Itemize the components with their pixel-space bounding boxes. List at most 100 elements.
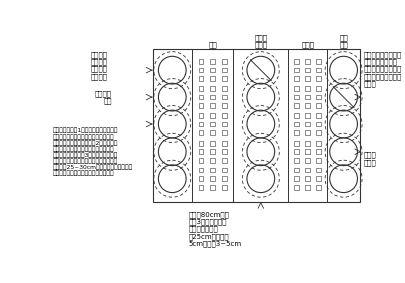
Bar: [305, 68, 309, 72]
Bar: [294, 113, 298, 118]
Bar: [315, 141, 320, 145]
Bar: [315, 103, 320, 108]
Bar: [294, 76, 298, 81]
Bar: [294, 141, 298, 145]
Bar: [315, 68, 320, 72]
Text: 施肥器: 施肥器: [301, 41, 313, 48]
Bar: [222, 149, 226, 154]
Bar: [315, 168, 320, 173]
Bar: [305, 141, 309, 145]
Bar: [210, 59, 215, 64]
Bar: [210, 95, 215, 99]
Bar: [222, 185, 226, 190]
Bar: [294, 185, 298, 190]
Bar: [210, 185, 215, 190]
Bar: [222, 122, 226, 127]
Bar: [210, 176, 215, 181]
Bar: [222, 158, 226, 163]
Bar: [210, 76, 215, 81]
Bar: [315, 130, 320, 135]
Bar: [294, 122, 298, 127]
Bar: [305, 113, 309, 118]
Bar: [210, 113, 215, 118]
Text: 在虚线范
围内施用
土壤活化
施蒸腾剂: 在虚线范 围内施用 土壤活化 施蒸腾剂: [90, 51, 107, 80]
Bar: [222, 68, 226, 72]
Bar: [210, 149, 215, 154]
Bar: [210, 103, 215, 108]
Bar: [198, 130, 203, 135]
Bar: [222, 86, 226, 91]
Bar: [222, 113, 226, 118]
Bar: [294, 158, 298, 163]
Bar: [315, 149, 320, 154]
Bar: [210, 122, 215, 127]
Bar: [222, 176, 226, 181]
Bar: [198, 185, 203, 190]
Bar: [198, 141, 203, 145]
Bar: [305, 168, 309, 173]
Text: 旱料
作物: 旱料 作物: [339, 34, 347, 48]
Bar: [152, 49, 359, 202]
Bar: [315, 59, 320, 64]
Bar: [294, 95, 298, 99]
Bar: [210, 168, 215, 173]
Bar: [294, 86, 298, 91]
Bar: [305, 76, 309, 81]
Bar: [198, 149, 203, 154]
Bar: [315, 176, 320, 181]
Bar: [198, 168, 203, 173]
Bar: [198, 59, 203, 64]
Bar: [222, 130, 226, 135]
Bar: [294, 59, 298, 64]
Bar: [305, 59, 309, 64]
Bar: [222, 168, 226, 173]
Bar: [198, 76, 203, 81]
Bar: [210, 68, 215, 72]
Bar: [315, 76, 320, 81]
Bar: [210, 158, 215, 163]
Text: 第一排龙
眼树: 第一排龙 眼树: [95, 90, 111, 104]
Bar: [305, 86, 309, 91]
Bar: [210, 86, 215, 91]
Bar: [315, 95, 320, 99]
Bar: [210, 141, 215, 145]
Bar: [198, 95, 203, 99]
Bar: [210, 130, 215, 135]
Bar: [305, 130, 309, 135]
Bar: [305, 103, 309, 108]
Text: 开沟：第一年在龙眼
树行间过道直接开
沟；第二年需要在第
一年开沟基础上重新
再开沟: 开沟：第一年在龙眼 树行间过道直接开 沟；第二年需要在第 一年开沟基础上重新 再…: [363, 51, 401, 87]
Bar: [198, 86, 203, 91]
Bar: [294, 149, 298, 154]
Bar: [222, 95, 226, 99]
Bar: [222, 141, 226, 145]
Bar: [305, 185, 309, 190]
Bar: [305, 149, 309, 154]
Bar: [305, 95, 309, 99]
Bar: [305, 176, 309, 181]
Bar: [198, 176, 203, 181]
Bar: [222, 59, 226, 64]
Bar: [198, 103, 203, 108]
Bar: [294, 176, 298, 181]
Text: 覆种：80cm宽度
种植3行旱料作物，
旱料植物种植行
距25cm，株距为
5cm，播深3~5cm: 覆种：80cm宽度 种植3行旱料作物， 旱料植物种植行 距25cm，株距为 5c…: [188, 211, 241, 247]
Text: 第三排
龙眼树: 第三排 龙眼树: [363, 152, 375, 166]
Bar: [198, 113, 203, 118]
Bar: [222, 103, 226, 108]
Bar: [315, 86, 320, 91]
Bar: [198, 122, 203, 127]
Bar: [198, 68, 203, 72]
Bar: [305, 122, 309, 127]
Bar: [315, 122, 320, 127]
Bar: [294, 103, 298, 108]
Bar: [198, 158, 203, 163]
Bar: [294, 168, 298, 173]
Bar: [315, 113, 320, 118]
Bar: [315, 185, 320, 190]
Text: 沟内填埋物：（1）第一年填埋龙眼树落
叶，第二年以后填埋龙眼树落叶和收获
后的旱料作物植株茎秆；（2）在填埋好
的龙眼树落叶和植株茎秆上面按说明书
稀施生物微融: 沟内填埋物：（1）第一年填埋龙眼树落 叶，第二年以后填埋龙眼树落叶和收获 后的旱…: [52, 128, 132, 176]
Bar: [294, 130, 298, 135]
Bar: [315, 158, 320, 163]
Bar: [294, 68, 298, 72]
Text: 第二排
龙眼树: 第二排 龙眼树: [254, 34, 267, 48]
Bar: [305, 158, 309, 163]
Text: 沟道: 沟道: [208, 41, 217, 48]
